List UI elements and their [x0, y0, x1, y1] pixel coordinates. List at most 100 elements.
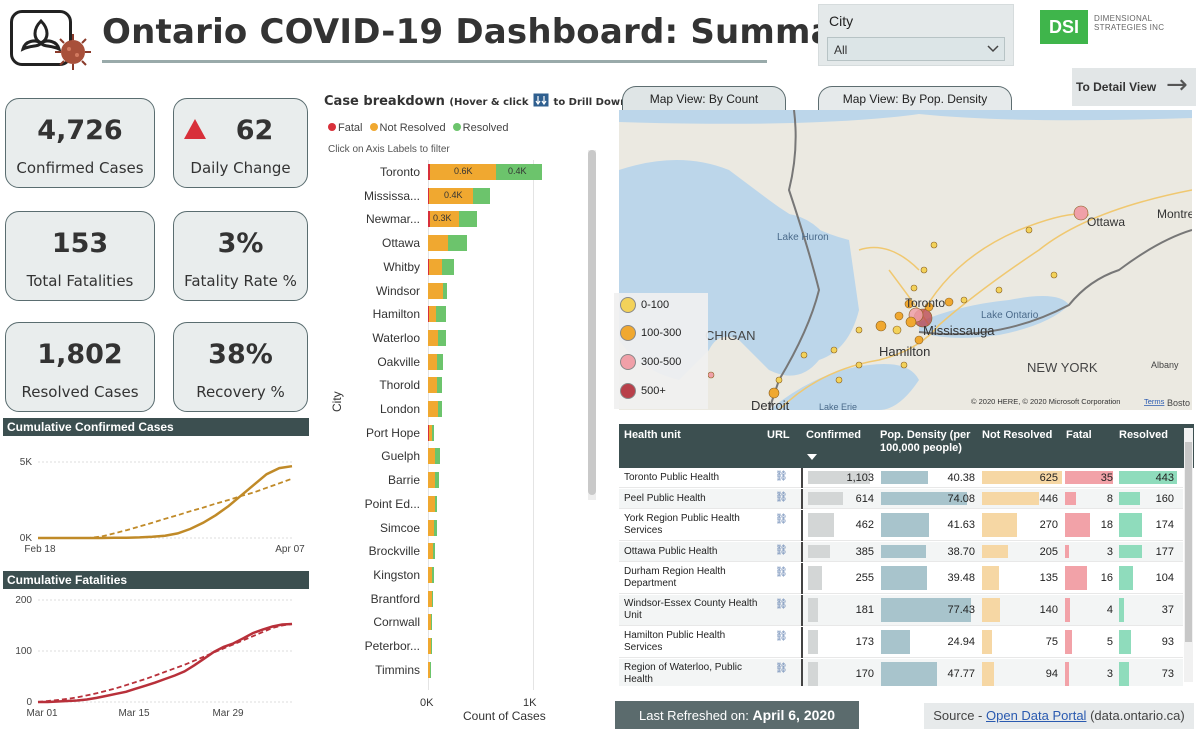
th-confirmed[interactable]: Confirmed — [806, 429, 861, 441]
bar-segment-resolved[interactable] — [435, 472, 439, 489]
bar-segment-fatal[interactable] — [428, 258, 430, 275]
table-row[interactable]: York Region Public Health Services ⛓ 462 41… — [619, 510, 1183, 541]
bar-segment-not-resolved[interactable] — [428, 329, 438, 346]
to-detail-view-button[interactable]: To Detail View → — [1072, 68, 1196, 106]
bar-segment-not-resolved[interactable] — [428, 401, 438, 417]
cell-health-unit[interactable]: Durham Region Health Department — [624, 566, 726, 589]
bar-segment-not-resolved[interactable] — [428, 448, 435, 465]
bar-segment-resolved[interactable] — [432, 566, 434, 583]
bar-segment-fatal[interactable] — [428, 164, 431, 180]
table-scrollbar[interactable] — [1184, 428, 1193, 682]
bar-segment-not-resolved[interactable] — [428, 661, 430, 678]
cell-health-unit[interactable]: Toronto Public Health — [624, 472, 720, 483]
bar-scrollbar[interactable] — [588, 150, 596, 500]
bar-segment-not-resolved[interactable] — [428, 590, 432, 607]
bar-segment-not-resolved[interactable] — [430, 164, 496, 180]
bar-segment-resolved[interactable] — [437, 329, 447, 346]
bar-segment-not-resolved[interactable] — [428, 306, 437, 323]
table-row[interactable]: Peel Public Health ⛓ 614 74.08 446 8 160 — [619, 489, 1183, 509]
bar-category-label[interactable]: Windsor — [375, 283, 420, 298]
bar-segment-not-resolved[interactable] — [428, 495, 435, 512]
bar-segment-resolved[interactable] — [431, 614, 433, 631]
table-row[interactable]: Hamilton Public Health Services ⛓ 173 24.94… — [619, 627, 1183, 658]
bar-category-label[interactable]: Simcoe — [379, 520, 420, 535]
bar-segment-not-resolved[interactable] — [429, 211, 459, 228]
cell-health-unit[interactable]: Region of Waterloo, Public Health — [624, 662, 743, 685]
table-row[interactable]: Ottawa Public Health ⛓ 385 38.70 205 3 177 — [619, 542, 1183, 562]
bar-category-label[interactable]: Guelph — [381, 449, 420, 464]
cumulative-confirmed-chart[interactable]: 0K 5K Feb 18 Apr 07 — [0, 440, 310, 565]
bar-category-label[interactable]: Timmins — [375, 662, 420, 677]
bar-segment-not-resolved[interactable] — [428, 187, 473, 204]
cell-health-unit[interactable]: Ottawa Public Health — [624, 546, 718, 557]
th-url[interactable]: URL — [767, 429, 790, 441]
link-icon[interactable]: ⛓ — [775, 545, 788, 556]
bar-segment-resolved[interactable] — [430, 638, 432, 654]
bar-category-label[interactable]: Kingston — [373, 567, 420, 582]
bar-category-label[interactable]: Barrie — [387, 473, 420, 488]
bar-segment-resolved[interactable] — [434, 495, 438, 512]
bar-scrollbar-thumb[interactable] — [588, 150, 596, 495]
th-health-unit[interactable]: Health unit — [624, 429, 681, 441]
bar-segment-resolved[interactable] — [433, 519, 438, 536]
bar-segment-not-resolved[interactable] — [428, 472, 436, 489]
bar-segment-resolved[interactable] — [429, 661, 431, 678]
legend-resolved[interactable]: Resolved — [462, 122, 509, 134]
bar-segment-not-resolved[interactable] — [429, 258, 442, 275]
tab-map-by-count[interactable]: Map View: By Count — [622, 86, 786, 112]
bar-segment-resolved[interactable] — [436, 306, 447, 323]
bar-segment-not-resolved[interactable] — [428, 424, 432, 441]
cell-health-unit[interactable]: Hamilton Public Health Services — [624, 630, 726, 653]
th-resolved[interactable]: Resolved — [1119, 429, 1168, 441]
legend-fatal[interactable]: Fatal — [338, 122, 363, 134]
open-data-portal-link[interactable]: Open Data Portal — [986, 708, 1087, 723]
bar-segment-not-resolved[interactable] — [428, 282, 444, 299]
th-fatal[interactable]: Fatal — [1066, 429, 1092, 441]
th-not-resolved[interactable]: Not Resolved — [982, 429, 1053, 441]
table-row[interactable]: Durham Region Health Department ⛓ 255 39.48… — [619, 563, 1183, 594]
link-icon[interactable]: ⛓ — [775, 663, 788, 674]
bar-segment-resolved[interactable] — [458, 211, 477, 228]
bar-category-label[interactable]: Toronto — [379, 165, 420, 179]
bar-category-label[interactable]: London — [379, 402, 420, 416]
bar-segment-not-resolved[interactable] — [428, 566, 433, 583]
bar-segment-resolved[interactable] — [441, 258, 455, 275]
bar-segment-resolved[interactable] — [437, 401, 442, 417]
bar-segment-resolved[interactable] — [436, 353, 443, 370]
drill-down-icon[interactable] — [533, 93, 549, 107]
cell-health-unit[interactable]: York Region Public Health Services — [624, 513, 740, 536]
bar-segment-fatal[interactable] — [428, 306, 429, 323]
bar-category-label[interactable]: Whitby — [383, 259, 420, 274]
bar-segment-resolved[interactable] — [448, 235, 467, 252]
city-select[interactable]: All — [827, 37, 1005, 61]
bar-segment-fatal[interactable] — [428, 187, 429, 204]
table-row[interactable]: Toronto Public Health ⛓ 1,103 40.38 625 35 443 — [619, 468, 1183, 488]
bar-category-label[interactable]: Brantford — [370, 591, 420, 606]
tab-map-by-density[interactable]: Map View: By Pop. Density — [818, 86, 1012, 112]
bar-category-label[interactable]: Newmar... — [365, 212, 420, 227]
bar-segment-resolved[interactable] — [495, 164, 543, 180]
bar-segment-not-resolved[interactable] — [428, 638, 431, 654]
bar-category-label[interactable]: Waterloo — [372, 330, 420, 345]
bar-category-label[interactable]: Peterbor... — [364, 639, 420, 653]
legend-not-resolved[interactable]: Not Resolved — [379, 122, 446, 134]
bar-segment-resolved[interactable] — [443, 282, 447, 299]
bar-category-label[interactable]: Point Ed... — [364, 496, 420, 511]
bar-segment-not-resolved[interactable] — [428, 353, 437, 370]
bar-segment-resolved[interactable] — [431, 590, 434, 607]
bar-segment-resolved[interactable] — [431, 424, 434, 441]
link-icon[interactable]: ⛓ — [775, 514, 788, 525]
link-icon[interactable]: ⛓ — [775, 599, 788, 610]
link-icon[interactable]: ⛓ — [775, 567, 788, 578]
bar-segment-not-resolved[interactable] — [428, 543, 433, 560]
bar-segment-not-resolved[interactable] — [428, 519, 434, 536]
cumulative-fatalities-chart[interactable]: 0 100 200 Mar 01 Mar 15 Mar 29 — [0, 590, 310, 728]
case-breakdown-chart[interactable]: Toronto Mississa... Newmar... Ottawa Whitby W… — [0, 0, 600, 731]
fatalities-trend-line[interactable] — [37, 623, 293, 703]
bar-segment-not-resolved[interactable] — [428, 377, 438, 394]
bar-category-label[interactable]: Port Hope — [365, 425, 420, 440]
bar-segment-resolved[interactable] — [472, 187, 491, 204]
fatalities-series-line[interactable] — [38, 622, 293, 704]
bar-category-label[interactable]: Cornwall — [373, 615, 420, 630]
table-row[interactable]: Region of Waterloo, Public Health ⛓ 170 47.… — [619, 659, 1183, 686]
